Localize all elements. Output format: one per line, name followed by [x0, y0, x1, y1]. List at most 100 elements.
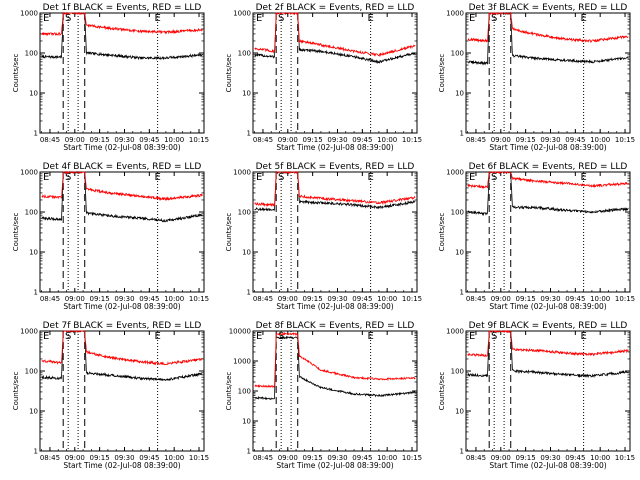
detector-panel-2: Det 2f BLACK = Events, RED = LLD 1 10 100 10… — [225, 3, 422, 152]
marker-s-label: S — [278, 13, 284, 24]
x-tick-label: 09:45 — [352, 454, 372, 462]
marker-s-label: S — [491, 172, 497, 183]
x-tick-label: 09:30 — [114, 295, 134, 303]
x-tick-label: 10:00 — [590, 454, 610, 462]
x-tick-label: 10:15 — [402, 454, 422, 462]
x-axis-label: Start Time (02-Jul-08 08:39:00) — [276, 143, 393, 152]
marker-s-label: S — [491, 331, 497, 342]
x-tick-label: 09:15 — [90, 136, 110, 144]
marker-e-label: E — [43, 13, 49, 24]
marker-e-label: E — [154, 331, 160, 342]
marker-e-label: E — [256, 172, 262, 183]
x-tick-label: 08:45 — [40, 454, 60, 462]
x-tick-label: 10:00 — [377, 136, 397, 144]
y-axis-label: Counts/sec — [12, 372, 20, 411]
lld-series-line — [254, 171, 416, 208]
x-tick-label: 10:15 — [615, 295, 635, 303]
plot-frame — [252, 12, 418, 134]
x-tick-label: 10:00 — [377, 454, 397, 462]
x-tick-label: 09:45 — [139, 454, 159, 462]
x-tick-label: 09:30 — [327, 454, 347, 462]
x-tick-label: 10:15 — [615, 454, 635, 462]
y-tick-label: 100 — [451, 209, 464, 217]
marker-e-label: E — [367, 172, 373, 183]
x-tick-label: 09:30 — [114, 136, 134, 144]
y-tick-label: 10 — [455, 90, 464, 98]
marker-e-label: E — [469, 331, 475, 342]
y-tick-label: 1 — [247, 130, 251, 138]
x-tick-label: 10:15 — [615, 136, 635, 144]
x-tick-label: 10:15 — [402, 136, 422, 144]
panel-title: Det 9f BLACK = Events, RED = LLD — [469, 321, 628, 331]
x-tick-label: 09:00 — [65, 136, 85, 144]
x-axis-label: Start Time (02-Jul-08 08:39:00) — [489, 302, 606, 311]
panel-title: Det 4f BLACK = Events, RED = LLD — [43, 162, 202, 172]
y-tick-label: 1 — [460, 130, 464, 138]
x-tick-label: 10:15 — [189, 454, 209, 462]
x-tick-label: 10:00 — [164, 454, 184, 462]
detector-panel-5: Det 5f BLACK = Events, RED = LLD 1 10 100 10… — [225, 162, 422, 311]
y-tick-label: 1 — [247, 289, 251, 297]
y-tick-label: 1000 — [233, 169, 251, 177]
panel-title: Det 5f BLACK = Events, RED = LLD — [256, 162, 415, 172]
x-tick-label: 09:15 — [303, 295, 323, 303]
x-tick-label: 08:45 — [253, 136, 273, 144]
y-tick-label: 1000 — [20, 328, 38, 336]
lld-series-line — [467, 329, 629, 358]
marker-e-label: E — [367, 331, 373, 342]
x-axis-label: Start Time (02-Jul-08 08:39:00) — [276, 302, 393, 311]
y-tick-label: 10 — [242, 418, 251, 426]
x-tick-label: 09:30 — [540, 454, 560, 462]
x-tick-label: 09:15 — [516, 454, 536, 462]
plot-frame — [252, 171, 418, 293]
x-tick-label: 09:30 — [327, 295, 347, 303]
marker-e-label: E — [154, 172, 160, 183]
marker-s-label: S — [278, 172, 284, 183]
x-axis-label: Start Time (02-Jul-08 08:39:00) — [63, 302, 180, 311]
marker-e-label: E — [469, 13, 475, 24]
lld-series-line — [41, 11, 203, 37]
x-tick-label: 09:45 — [565, 295, 585, 303]
y-tick-label: 1000 — [233, 10, 251, 18]
x-tick-label: 09:15 — [516, 136, 536, 144]
lld-series-line — [467, 11, 629, 43]
y-axis-label: Counts/sec — [438, 54, 446, 93]
x-tick-label: 09:45 — [139, 295, 159, 303]
marker-e-label: E — [469, 172, 475, 183]
x-tick-label: 09:45 — [565, 136, 585, 144]
y-tick-label: 10 — [455, 408, 464, 416]
lld-series-line — [41, 170, 203, 201]
detector-panel-9: Det 9f BLACK = Events, RED = LLD 1 10 100 10… — [438, 321, 635, 470]
panel-title: Det 2f BLACK = Events, RED = LLD — [256, 3, 415, 13]
lld-series-line — [254, 331, 416, 389]
plot-frame — [465, 12, 631, 134]
x-tick-label: 09:30 — [540, 136, 560, 144]
y-tick-label: 1000 — [446, 10, 464, 18]
x-axis-label: Start Time (02-Jul-08 08:39:00) — [489, 461, 606, 470]
x-tick-label: 08:45 — [40, 295, 60, 303]
marker-s-label: S — [491, 13, 497, 24]
panel-title: Det 6f BLACK = Events, RED = LLD — [469, 162, 628, 172]
x-tick-label: 09:00 — [278, 295, 298, 303]
detector-panel-3: Det 3f BLACK = Events, RED = LLD 1 10 100 10… — [438, 3, 635, 152]
y-tick-label: 1000 — [446, 169, 464, 177]
x-tick-label: 08:45 — [253, 454, 273, 462]
plot-frame — [465, 330, 631, 452]
y-axis-label: Counts/sec — [12, 213, 20, 252]
x-tick-label: 09:45 — [565, 454, 585, 462]
y-tick-label: 1000 — [20, 169, 38, 177]
marker-e-label: E — [43, 331, 49, 342]
y-axis-label: Counts/sec — [225, 54, 233, 93]
y-tick-label: 100 — [238, 209, 251, 217]
x-tick-label: 09:00 — [491, 136, 511, 144]
plot-frame — [465, 171, 631, 293]
lld-series-line — [41, 330, 203, 366]
y-tick-label: 10 — [29, 408, 38, 416]
x-tick-label: 09:00 — [65, 295, 85, 303]
panel-title: Det 7f BLACK = Events, RED = LLD — [43, 321, 202, 331]
x-tick-label: 09:30 — [114, 454, 134, 462]
x-tick-label: 08:45 — [466, 454, 486, 462]
y-tick-label: 1 — [34, 448, 38, 456]
x-tick-label: 10:15 — [189, 136, 209, 144]
